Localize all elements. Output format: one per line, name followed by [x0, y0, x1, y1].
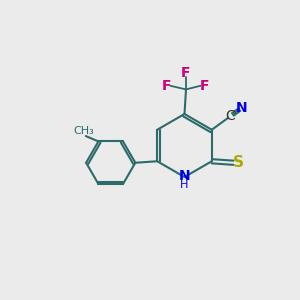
Text: H: H	[180, 180, 189, 190]
Text: N: N	[236, 101, 248, 115]
Text: F: F	[181, 66, 191, 80]
Text: C: C	[226, 109, 235, 123]
Text: F: F	[200, 79, 209, 93]
Text: F: F	[162, 79, 171, 93]
Text: N: N	[179, 169, 190, 182]
Text: CH₃: CH₃	[73, 126, 94, 136]
Text: S: S	[233, 155, 244, 170]
